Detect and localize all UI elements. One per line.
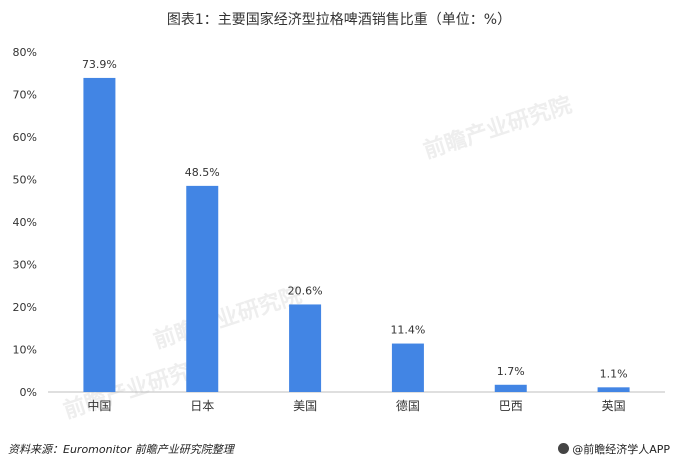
y-tick-label: 40%: [13, 216, 37, 229]
y-tick-label: 30%: [13, 259, 37, 272]
x-tick-label: 中国: [87, 398, 111, 413]
chart-title: 图表1：主要国家经济型拉格啤酒销售比重（单位：%）: [166, 12, 512, 28]
x-tick-label: 巴西: [499, 399, 523, 413]
x-tick-label: 英国: [602, 399, 626, 413]
data-label: 48.5%: [185, 166, 220, 179]
bar-2: [186, 185, 219, 392]
x-tick-label: 日本: [190, 399, 214, 413]
x-tick-label: 美国: [293, 399, 317, 413]
brand-credit: @前瞻经济学人APP: [558, 441, 670, 457]
y-tick-label: 60%: [13, 131, 37, 144]
y-tick-label: 70%: [13, 89, 37, 102]
data-label: 20.6%: [288, 284, 323, 297]
bar-3: [289, 304, 322, 392]
brand-text: @前瞻经济学人APP: [572, 443, 670, 456]
y-tick-label: 20%: [13, 301, 37, 314]
data-label: 73.9%: [82, 58, 117, 71]
brand-logo-icon: [558, 443, 570, 454]
bar-1: [83, 77, 116, 393]
bar-6: [597, 387, 630, 392]
y-tick-label: 10%: [13, 344, 37, 357]
data-label: 1.7%: [497, 365, 525, 378]
bar-4: [391, 343, 424, 392]
x-tick-label: 德国: [396, 398, 420, 413]
y-tick-label: 80%: [13, 46, 37, 59]
y-tick-label: 50%: [13, 174, 37, 187]
data-label: 1.1%: [600, 367, 628, 380]
bar-5: [494, 384, 527, 392]
data-label: 11.4%: [390, 324, 425, 337]
source-note: 资料来源：Euromonitor 前瞻产业研究院整理: [8, 443, 234, 456]
y-tick-label: 0%: [20, 386, 37, 399]
